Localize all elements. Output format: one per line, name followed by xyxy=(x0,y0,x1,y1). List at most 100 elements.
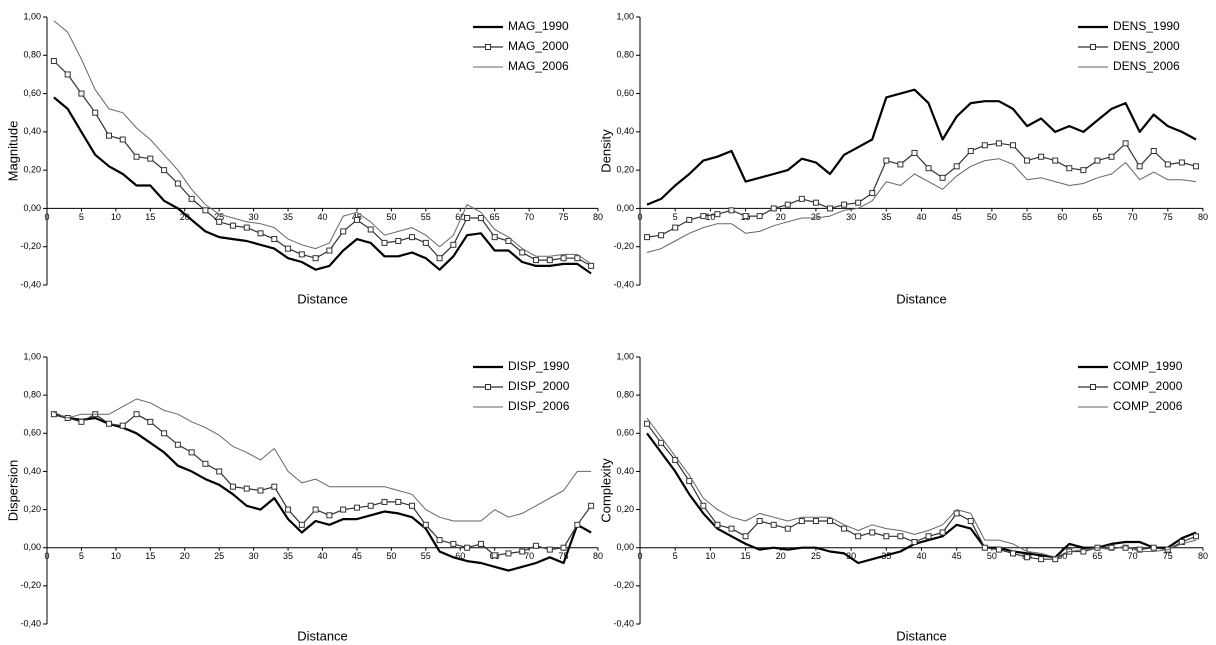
x-axis-label: Distance xyxy=(297,628,348,643)
point-marker xyxy=(546,257,553,264)
point-marker xyxy=(312,255,319,262)
legend-marker xyxy=(1090,384,1096,390)
point-marker xyxy=(1108,153,1115,160)
chart-panel: -0,40 -0,20 0,00 0,20 0,40 0,60 0,80 1,00 0 5 10 15… xyxy=(5,351,603,643)
series-line xyxy=(53,413,592,572)
legend-marker xyxy=(485,384,491,390)
point-marker xyxy=(395,498,402,505)
x-tick-label: 25 xyxy=(811,551,821,561)
point-marker xyxy=(505,550,512,557)
point-marker xyxy=(700,213,707,220)
y-tick-label: 0,80 xyxy=(616,50,634,60)
x-tick-label: 40 xyxy=(916,551,926,561)
point-marker xyxy=(1080,167,1087,174)
point-marker xyxy=(119,136,126,143)
point-marker xyxy=(229,483,236,490)
x-tick-label: 55 xyxy=(421,212,431,222)
point-marker xyxy=(574,521,581,528)
y-tick-label: -0,40 xyxy=(613,279,634,289)
x-tick-label: 20 xyxy=(180,551,190,561)
point-marker xyxy=(381,498,388,505)
point-marker xyxy=(841,525,848,532)
legend-marker xyxy=(1090,44,1096,50)
point-marker xyxy=(422,239,429,246)
x-tick-label: 20 xyxy=(776,551,786,561)
point-marker xyxy=(298,521,305,528)
x-tick-label: 30 xyxy=(249,551,259,561)
x-tick-label: 0 xyxy=(637,212,642,222)
x-tick-label: 10 xyxy=(111,551,121,561)
point-marker xyxy=(658,439,665,446)
y-tick-label: 0,60 xyxy=(23,88,41,98)
point-marker xyxy=(827,205,834,212)
point-marker xyxy=(243,485,250,492)
point-marker xyxy=(798,195,805,202)
point-marker xyxy=(981,142,988,149)
series-line xyxy=(53,20,592,265)
point-marker xyxy=(897,161,904,168)
y-tick-label: 1,00 xyxy=(23,351,41,361)
point-marker xyxy=(995,546,1002,553)
x-tick-label: 70 xyxy=(524,212,534,222)
point-marker xyxy=(326,512,333,519)
point-marker xyxy=(939,529,946,536)
x-tick-label: 45 xyxy=(352,551,362,561)
point-marker xyxy=(1024,157,1031,164)
point-marker xyxy=(491,552,498,559)
point-marker xyxy=(50,411,57,418)
y-tick-label: 0,00 xyxy=(616,203,634,213)
point-marker xyxy=(229,222,236,229)
point-marker xyxy=(188,195,195,202)
point-marker xyxy=(161,430,168,437)
point-marker xyxy=(367,502,374,509)
x-tick-label: 60 xyxy=(455,551,465,561)
y-tick-label: 0,60 xyxy=(616,428,634,438)
point-marker xyxy=(147,155,154,162)
point-marker xyxy=(216,218,223,225)
y-tick-label: -0,40 xyxy=(20,618,41,628)
point-marker xyxy=(367,226,374,233)
x-tick-label: 45 xyxy=(352,212,362,222)
x-tick-label: 5 xyxy=(79,551,84,561)
point-marker xyxy=(133,411,140,418)
y-tick-label: -0,20 xyxy=(20,241,41,251)
point-marker xyxy=(353,504,360,511)
point-marker xyxy=(841,201,848,208)
x-tick-label: 10 xyxy=(705,212,715,222)
point-marker xyxy=(533,257,540,264)
point-marker xyxy=(477,215,484,221)
point-marker xyxy=(588,502,595,509)
point-marker xyxy=(285,506,292,513)
y-tick-label: 0,20 xyxy=(23,165,41,175)
point-marker xyxy=(450,540,457,547)
series-line xyxy=(53,413,592,556)
point-marker xyxy=(644,234,651,241)
x-tick-label: 60 xyxy=(455,212,465,222)
x-tick-label: 70 xyxy=(1128,212,1138,222)
y-tick-label: 1,00 xyxy=(23,11,41,21)
series-line xyxy=(646,142,1197,238)
point-marker xyxy=(147,418,154,425)
point-marker xyxy=(326,247,333,254)
point-marker xyxy=(1164,161,1171,168)
legend-marker xyxy=(485,44,491,50)
point-marker xyxy=(658,232,665,239)
point-marker xyxy=(422,521,429,528)
series-line xyxy=(53,60,592,267)
point-marker xyxy=(827,518,834,525)
point-marker xyxy=(1094,157,1101,164)
point-marker xyxy=(756,213,763,220)
legend-label: DENS_2000 xyxy=(1113,39,1180,53)
x-tick-label: 25 xyxy=(811,212,821,222)
point-marker xyxy=(202,207,209,214)
point-marker xyxy=(1150,148,1157,154)
x-tick-label: 60 xyxy=(1057,212,1067,222)
y-tick-label: 0,80 xyxy=(23,50,41,60)
y-tick-label: 0,40 xyxy=(616,466,634,476)
x-tick-label: 70 xyxy=(524,551,534,561)
x-tick-label: 75 xyxy=(559,551,569,561)
point-marker xyxy=(560,544,567,551)
point-marker xyxy=(728,207,735,214)
y-tick-label: 0,20 xyxy=(616,504,634,514)
